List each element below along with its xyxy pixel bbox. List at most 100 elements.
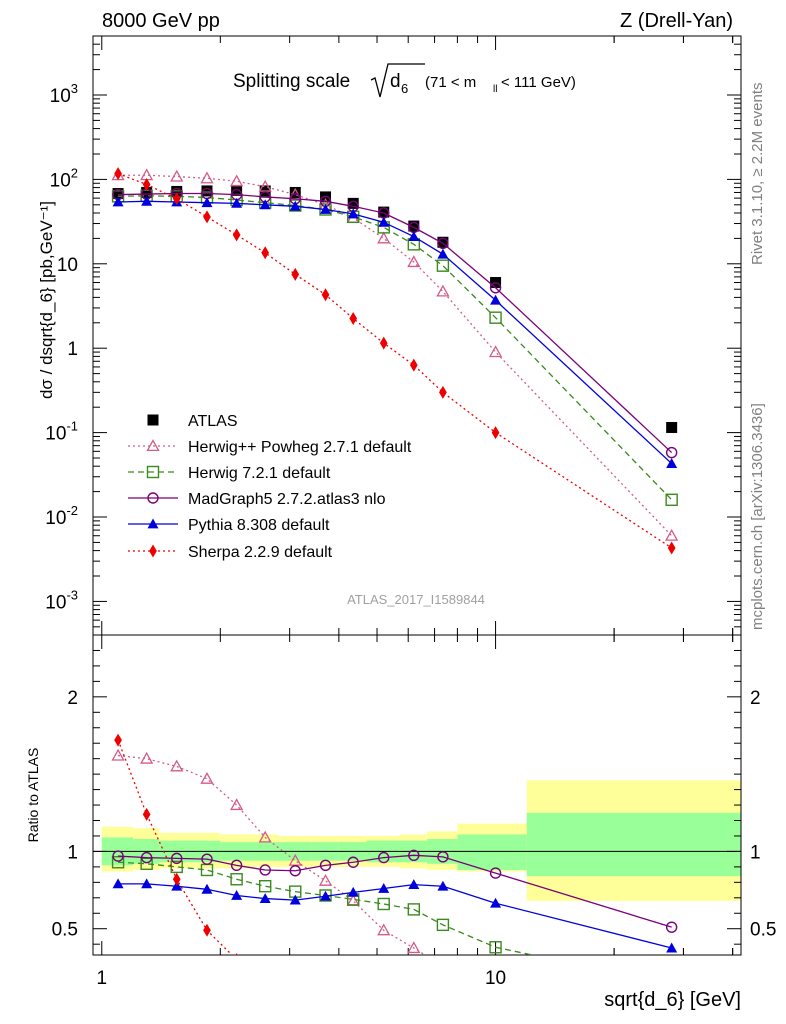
data-point-circle-open [289, 865, 301, 877]
ylabel-top-text: dσ / dsqrt{d_6} [pb,GeV⁻¹] [37, 201, 56, 399]
data-point-square-filled [408, 220, 420, 232]
series-line [118, 200, 673, 465]
ratio-tick-label-left: 1 [67, 842, 78, 863]
data-point-diamond-filled [492, 997, 500, 1010]
data-point-square-filled [347, 197, 359, 209]
data-point-square-filled [112, 188, 124, 200]
data-point-square-open [436, 259, 450, 272]
data-point-square-filled [201, 185, 213, 197]
series-line [118, 174, 673, 537]
data-point-circle-open [171, 852, 183, 865]
data-point-triangle-open [377, 923, 391, 936]
data-point-square-open [230, 873, 243, 886]
stat-uncertainty-band [457, 834, 527, 870]
series-line [117, 739, 233, 955]
data-point-square-open [146, 465, 160, 479]
data-point-diamond-filled [409, 358, 418, 372]
data-point-diamond-filled [380, 995, 388, 1008]
legend-label: Herwig 7.2.1 default [188, 465, 331, 482]
y-tick-label: 1 [67, 339, 78, 360]
y-tick-label: 10 [57, 255, 78, 276]
data-point-triangle-open [170, 169, 184, 182]
data-point-triangle-open [200, 171, 214, 184]
data-point-square-filled [231, 184, 243, 196]
data-point-square-filled [666, 421, 678, 433]
data-point-diamond-filled [439, 385, 447, 399]
ylabel-distribution: dσ / dsqrt{d_6} [pb,GeV⁻¹] [37, 201, 56, 399]
data-point-triangle-filled [259, 893, 271, 903]
data-point-triangle-open [258, 179, 272, 192]
data-point-triangle-filled [320, 203, 332, 214]
x-tick-label: 1 [96, 968, 107, 989]
ratio-tick-label-right: 1 [750, 842, 761, 863]
analysis-id: ATLAS_2017_I1589844 [347, 592, 485, 607]
data-point-triangle-filled [666, 942, 678, 953]
ratio-tick-label-left: 2 [67, 688, 78, 709]
y-tick-label: 10-2 [45, 503, 78, 529]
data-point-triangle-filled [320, 890, 332, 901]
ratio-tick-label-left: 0.5 [52, 920, 78, 941]
data-point-triangle-filled [231, 889, 243, 900]
data-point-triangle-filled [259, 199, 271, 210]
distribution-axis-ticks: 10-3 10-2 10-1 1 10 102 103 [45, 35, 741, 636]
y-tick-label: 103 [50, 81, 78, 107]
data-point-square-open [170, 860, 183, 874]
data-point-diamond-filled [203, 923, 211, 937]
data-point-triangle-open [200, 771, 214, 784]
title-range-sub: ll [493, 84, 497, 95]
data-point-diamond-filled [322, 989, 330, 1002]
data-point-triangle-open [140, 751, 154, 764]
data-point-diamond-filled [410, 996, 418, 1009]
data-point-diamond-filled [172, 192, 181, 206]
y-tick-label: 10-3 [45, 587, 78, 613]
data-point-diamond-filled [349, 993, 357, 1006]
side-label-mcplots: mcplots.cern.ch [arXiv:1306.3436] [749, 403, 766, 630]
ratio-uncertainty-bands [101, 780, 741, 901]
data-point-diamond-filled [261, 246, 270, 260]
y-tick-label: 102 [50, 165, 78, 191]
data-point-triangle-open [665, 528, 679, 541]
data-point-diamond-filled [114, 167, 122, 181]
data-point-diamond-filled [291, 983, 299, 996]
data-point-triangle-open [146, 439, 160, 452]
data-point-diamond-filled [349, 311, 358, 325]
series-sherpa [114, 167, 676, 555]
data-point-circle-open [147, 492, 159, 504]
data-point-circle-open [408, 849, 420, 861]
data-point-triangle-filled [231, 197, 243, 208]
series-sherpa [114, 733, 500, 1010]
data-point-diamond-filled [172, 872, 181, 886]
data-point-triangle-filled [437, 880, 449, 891]
legend-label: ATLAS [188, 413, 238, 430]
data-point-square-filled [437, 236, 449, 248]
series-madgraph5 [112, 849, 678, 933]
data-point-triangle-filled [490, 897, 502, 908]
data-point-triangle-filled [347, 886, 359, 897]
xlabel: sqrt{d_6} [GeV] [604, 989, 741, 1011]
data-point-triangle-open [170, 759, 184, 772]
data-point-circle-open [437, 237, 449, 249]
data-point-square-open [436, 918, 450, 932]
data-point-triangle-open [407, 255, 421, 268]
title-range-end: < 111 GeV) [501, 74, 576, 91]
series-herwig [111, 168, 679, 541]
data-point-diamond-filled [114, 733, 122, 747]
data-point-diamond-filled [232, 228, 241, 242]
data-point-triangle-open [230, 798, 244, 811]
data-point-circle-open [489, 282, 502, 294]
data-point-diamond-filled [149, 544, 157, 558]
legend-label: Herwig++ Powheg 2.7.1 default [188, 439, 412, 456]
data-point-triangle-open [318, 873, 333, 886]
data-point-circle-open [112, 850, 124, 862]
data-point-square-open [665, 493, 678, 506]
title-d: d [390, 71, 401, 92]
plot-title: Splitting scale d 6 (71 < m ll < 111 GeV… [233, 63, 576, 98]
stat-uncertainty-band [526, 812, 741, 877]
data-point-square-open [489, 311, 502, 324]
data-point-diamond-filled [491, 426, 500, 440]
data-point-triangle-filled [408, 231, 420, 242]
data-point-diamond-filled [142, 807, 151, 821]
data-point-diamond-filled [261, 971, 269, 984]
data-point-diamond-filled [203, 210, 211, 224]
data-point-circle-open [665, 446, 678, 459]
